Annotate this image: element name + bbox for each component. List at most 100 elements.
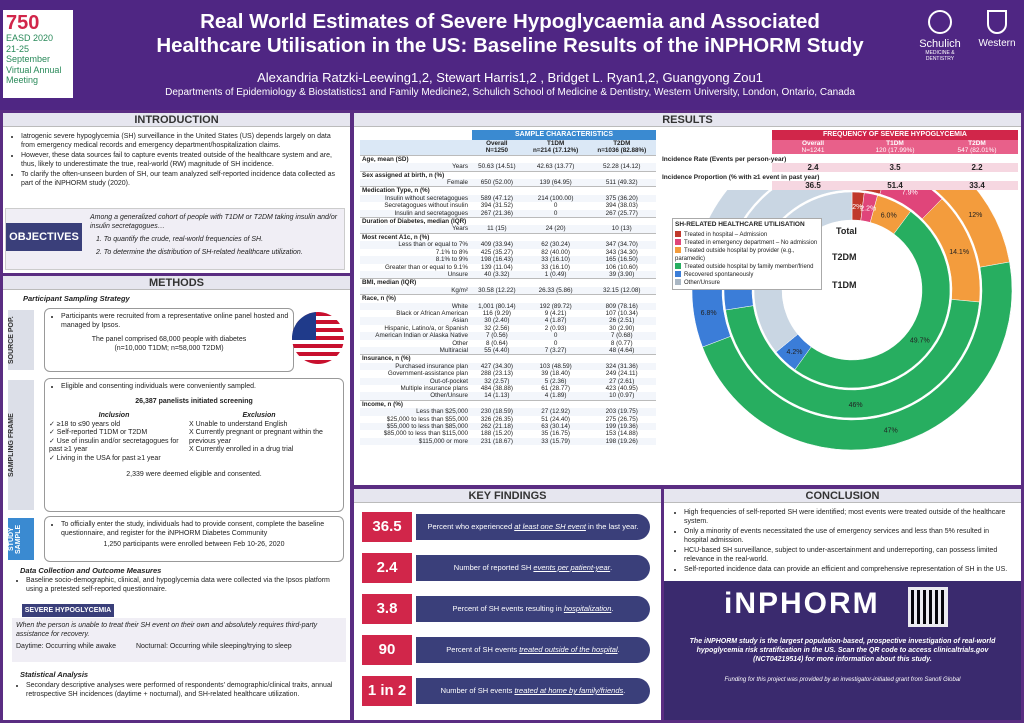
finding-text: Number of SH events treated at home by f… bbox=[416, 678, 650, 704]
inclusion-item: ✓ ≥18 to ≤90 years old bbox=[49, 420, 121, 428]
sh-definition: When the person is unable to treat their… bbox=[16, 622, 318, 638]
inclusion-item: ✓ Self-reported T1DM or T2DM bbox=[49, 429, 148, 436]
table-cell: 4 (1.89) bbox=[544, 392, 567, 400]
table-cell: 375 (36.20) bbox=[605, 194, 638, 202]
table-cell: 394 (38.03) bbox=[605, 202, 638, 210]
table-row: Unsure 40 (3.32) 1 (0.49) 39 (3.90) bbox=[360, 270, 656, 279]
conclusion-bullet: Self-reported incidence data can provide… bbox=[684, 566, 1015, 575]
qr-code-icon[interactable] bbox=[908, 587, 948, 627]
study-bullet: To officially enter the study, individua… bbox=[61, 521, 339, 538]
statistical-analysis-heading: Statistical Analysis bbox=[20, 670, 89, 679]
study-blurb: The iNPHORM study is the largest populat… bbox=[689, 638, 996, 663]
table-row: Female 650 (52.00) 139 (64.95) 511 (49.32) bbox=[360, 179, 656, 187]
col-n: n=1036 (82.88%) bbox=[597, 147, 647, 155]
nocturnal-definition: Nocturnal: Occurring while sleeping/tryi… bbox=[135, 643, 292, 650]
table-cell: 42.63 (13.77) bbox=[536, 163, 575, 171]
table-row: Secretagogues without insulin 394 (31.52)… bbox=[360, 202, 656, 209]
table-cell: 35 (16.75) bbox=[541, 430, 570, 438]
table-cell: 55 (4.40) bbox=[484, 346, 510, 354]
table-section-row: Medication Type, n (%) bbox=[360, 186, 656, 195]
results-heading: RESULTS bbox=[354, 113, 1021, 127]
exclusion-item: X Currently pregnant or pregnant within … bbox=[189, 429, 323, 445]
freq-n: 120 (17.99%) bbox=[875, 147, 915, 154]
table-section-row: Insurance, n (%) bbox=[360, 354, 656, 363]
objectives-label: OBJECTIVES bbox=[6, 223, 82, 251]
conclusion-bullet: HCU-based SH surveillance, subject to un… bbox=[684, 547, 1015, 564]
inclusion-item: ✓ Living in the USA for past ≥1 year bbox=[49, 454, 161, 462]
legend-swatch bbox=[675, 231, 681, 238]
table-cell: 30 (2.90) bbox=[609, 324, 635, 332]
finding-emphasis: hospitalization bbox=[563, 604, 612, 613]
table-cell: 650 (52.00) bbox=[480, 179, 513, 187]
table-row: Years 50.63 (14.51) 42.63 (13.77) 52.28 (14… bbox=[360, 163, 656, 172]
table-cell: 107 (10.34) bbox=[605, 309, 638, 317]
donut-label: 6.8% bbox=[701, 310, 717, 317]
conclusion-bullet: High frequencies of self-reported SH wer… bbox=[684, 509, 1015, 526]
table-cell: 153 (14.88) bbox=[605, 430, 638, 438]
key-finding: 2.4 Number of reported SH events per pati… bbox=[362, 553, 650, 583]
legend-item: Treated outside hospital by provider (e.… bbox=[675, 247, 819, 263]
schulich-emblem-icon bbox=[928, 10, 952, 34]
legend-swatch bbox=[675, 263, 681, 270]
table-cell: 7 (0.68) bbox=[610, 332, 633, 340]
legend-swatch bbox=[675, 271, 681, 278]
table-cell: 82 (40.00) bbox=[541, 248, 570, 256]
table-cell: 394 (31.52) bbox=[480, 202, 513, 210]
table-row: Less than $25,000 230 (18.59) 27 (12.92) 20… bbox=[360, 408, 656, 416]
finding-number: 36.5 bbox=[362, 512, 412, 542]
donut-label: 47% bbox=[884, 428, 898, 435]
col-n: n=214 (17.12%) bbox=[532, 147, 579, 155]
table-cell: 39 (3.90) bbox=[609, 270, 635, 278]
table-cell: 61 (28.77) bbox=[541, 385, 570, 392]
table-cell: 347 (34.70) bbox=[605, 241, 638, 249]
table-cell: 33 (16.10) bbox=[541, 263, 570, 271]
objective-2: 2. To determine the distribution of SH-r… bbox=[96, 249, 303, 256]
table-cell: 198 (19.26) bbox=[605, 437, 638, 445]
table-cell: 7 (0.56) bbox=[485, 332, 508, 340]
table-cell: 188 (15.20) bbox=[480, 430, 513, 438]
conclusion-panel: CONCLUSION High frequencies of self-repo… bbox=[664, 489, 1021, 720]
table-row: Kg/m² 30.58 (12.22) 26.33 (5.86) 32.15 (12.… bbox=[360, 286, 656, 295]
conference-name: EASD 2020 bbox=[6, 33, 54, 43]
legend-label: Treated in hospital – Admission bbox=[684, 232, 768, 238]
finding-emphasis: at least one SH event bbox=[514, 522, 586, 531]
table-cell: Government-assistance plan bbox=[387, 370, 468, 378]
donut-label: 6.0% bbox=[881, 212, 897, 219]
table-row: $115,000 or more 231 (18.67) 33 (15.79) 198… bbox=[360, 437, 656, 446]
donut-label: 4.2% bbox=[787, 349, 803, 356]
table-cell: 27 (12.92) bbox=[541, 408, 570, 416]
finding-emphasis: treated at home by family/friends bbox=[514, 686, 624, 695]
finding-text: Percent who experienced at least one SH … bbox=[416, 514, 650, 540]
key-finding: 1 in 2 Number of SH events treated at hom… bbox=[362, 676, 650, 706]
table-cell: 51 (24.40) bbox=[541, 415, 570, 423]
authors: Alexandria Ratzki-Leewing1,2, Stewart Ha… bbox=[257, 70, 763, 85]
source-bullet: Participants were recruited from a repre… bbox=[61, 313, 289, 330]
table-cell: 589 (47.12) bbox=[480, 194, 513, 202]
table-cell: Less than or equal to 7% bbox=[398, 241, 468, 249]
legend-item: Treated outside hospital by family membe… bbox=[675, 263, 819, 271]
table-cell: 30.58 (12.22) bbox=[478, 286, 516, 294]
table-row: Purchased insurance plan 427 (34.30) 103 (… bbox=[360, 362, 656, 371]
legend-label: Recovered spontaneously bbox=[684, 272, 754, 278]
table-cell: 7 (3.27) bbox=[544, 346, 567, 354]
daytime-definition: Daytime: Occurring while awake bbox=[16, 643, 116, 650]
table-cell: 139 (64.95) bbox=[539, 179, 572, 187]
conference-dates: 21-25 September bbox=[6, 43, 51, 65]
table-cell: 214 (100.00) bbox=[537, 194, 574, 202]
section-label: BMI, median (IQR) bbox=[360, 278, 656, 287]
table-cell: Kg/m² bbox=[451, 286, 468, 294]
table-row: American Indian or Alaska Native 7 (0.56)… bbox=[360, 332, 656, 340]
table-cell: 2 (0.93) bbox=[544, 324, 567, 332]
sampling-frame-label: SAMPLING FRAME bbox=[8, 380, 34, 510]
finding-number: 2.4 bbox=[362, 553, 412, 583]
intro-bullet: Iatrogenic severe hypoglycemia (SH) surv… bbox=[21, 133, 344, 150]
table-cell: 192 (89.72) bbox=[539, 302, 572, 310]
table-cell: Less than $25,000 bbox=[416, 408, 468, 416]
inclusion-item: ✓ Use of insulin and/or secretagogues fo… bbox=[49, 437, 179, 454]
table-cell: 267 (25.77) bbox=[605, 209, 638, 217]
donut-label: 7.9% bbox=[902, 190, 918, 197]
table-cell: Unsure bbox=[447, 270, 468, 278]
table-cell: 231 (18.67) bbox=[480, 437, 513, 445]
table-cell: 8.1% to 9% bbox=[435, 256, 468, 264]
abstract-badge: 750 EASD 2020 21-25 September Virtual An… bbox=[3, 10, 73, 98]
